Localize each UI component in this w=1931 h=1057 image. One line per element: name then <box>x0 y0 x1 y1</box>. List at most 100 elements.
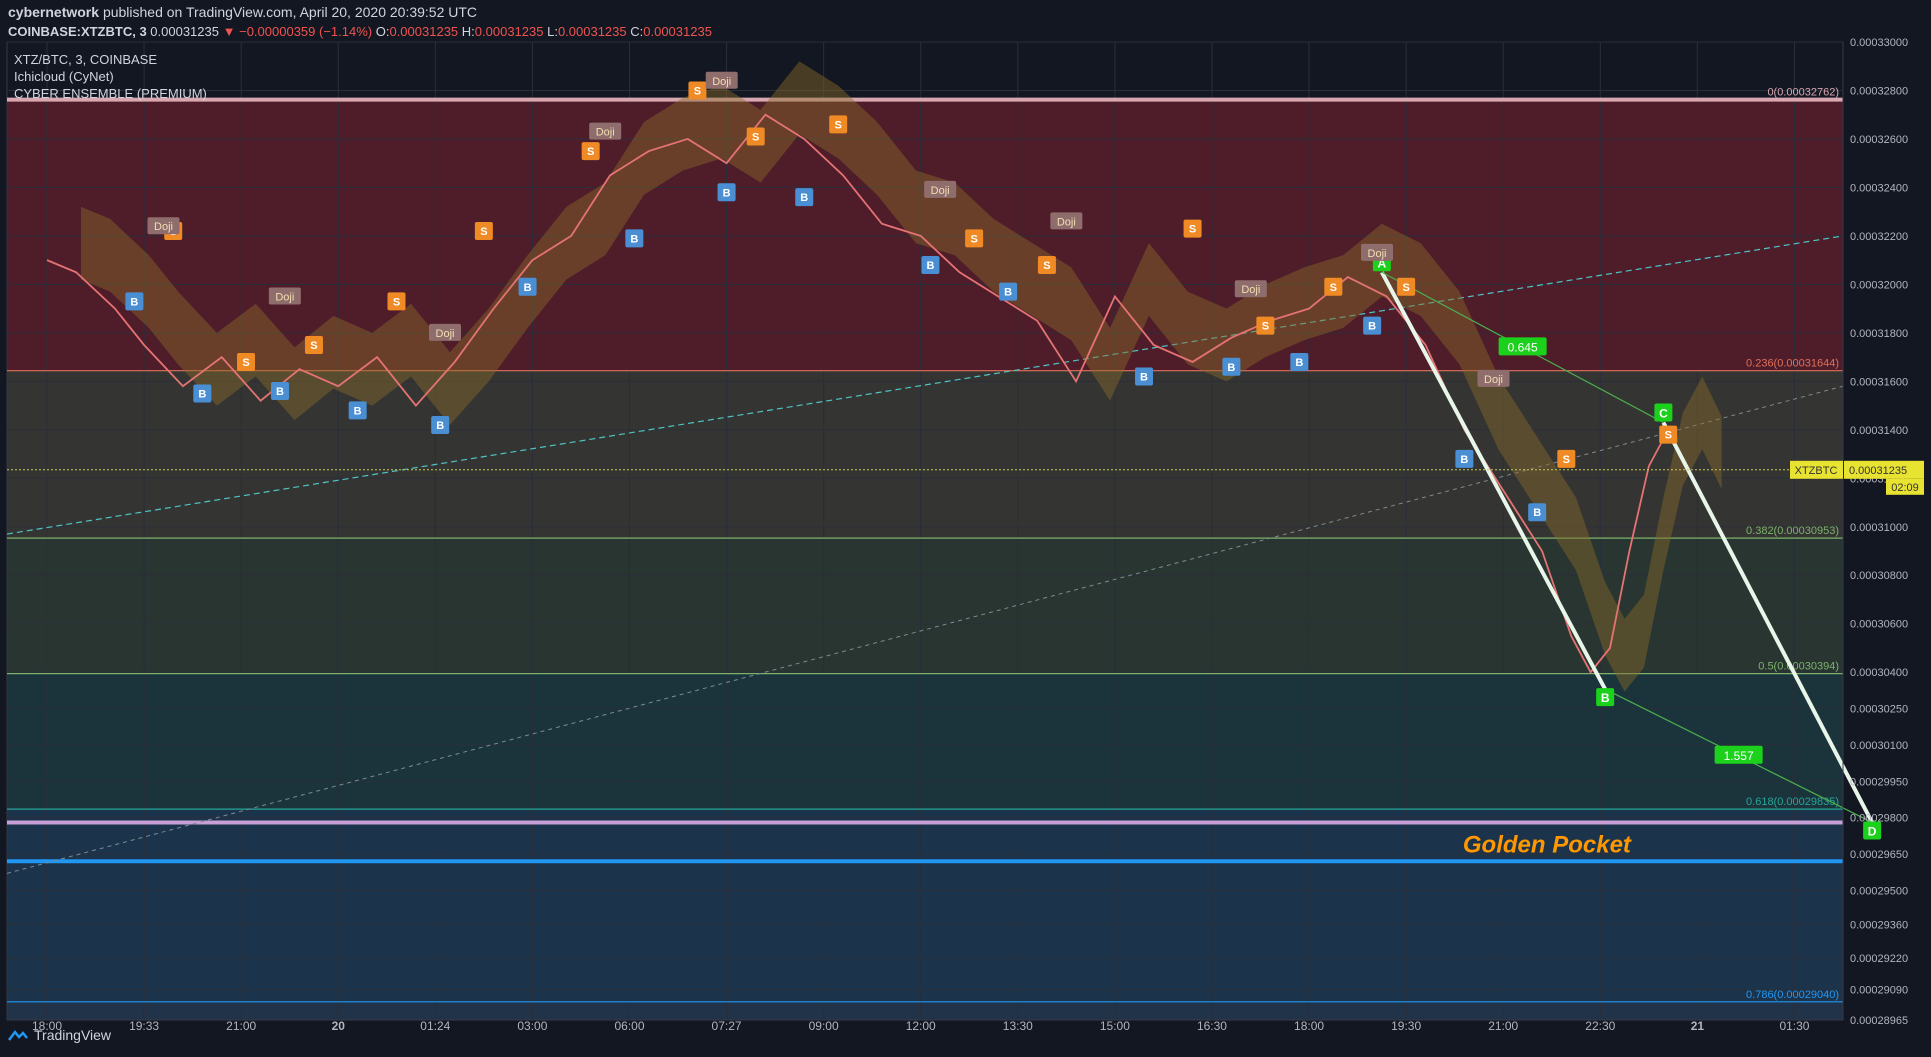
signal-label: B <box>198 388 206 400</box>
buy-signal-marker[interactable]: B <box>921 255 940 274</box>
sell-signal-marker[interactable]: S <box>829 115 848 134</box>
y-tick-label: 0.00031400 <box>1850 425 1908 437</box>
x-tick-label: 22:30 <box>1585 1019 1615 1033</box>
doji-label: Doji <box>147 217 180 235</box>
sell-signal-marker[interactable]: S <box>965 229 984 248</box>
signal-label: S <box>1189 224 1196 236</box>
pattern-point-b[interactable]: B <box>1596 688 1615 707</box>
fib-label-0.618: 0.618(0.00029835) <box>1746 796 1839 808</box>
signal-label: B <box>276 386 284 398</box>
pattern-point-d[interactable]: D <box>1863 821 1882 840</box>
x-tick-label: 15:00 <box>1100 1019 1130 1033</box>
signal-label: B <box>1533 507 1541 519</box>
buy-signal-marker[interactable]: B <box>1363 316 1382 335</box>
pattern-point-label: D <box>1868 824 1877 838</box>
indicator-ichicloud[interactable]: Ichicloud (CyNet) <box>14 69 114 84</box>
doji-text: Doji <box>1057 216 1076 228</box>
sell-signal-marker[interactable]: S <box>581 142 600 161</box>
pattern-leg-cd[interactable] <box>1661 421 1874 824</box>
price-series-line[interactable] <box>46 113 1689 674</box>
sell-signal-marker[interactable]: S <box>237 352 256 371</box>
sell-signal-marker[interactable]: S <box>387 292 406 311</box>
y-tick-label: 0.00029220 <box>1850 953 1908 965</box>
sell-signal-marker[interactable]: S <box>1037 255 1056 274</box>
y-tick-label: 0.00028965 <box>1850 1015 1908 1027</box>
high-value: 0.00031235 <box>474 24 544 39</box>
buy-signal-marker[interactable]: B <box>1455 449 1474 468</box>
sell-signal-marker[interactable]: S <box>688 81 707 100</box>
pattern-point-c[interactable]: C <box>1654 403 1673 422</box>
fib-label-0.236: 0.236(0.00031644) <box>1746 358 1839 370</box>
fib-label-0: 0(0.00032762) <box>1767 87 1839 99</box>
pattern-point-label: C <box>1659 407 1668 421</box>
signal-label: B <box>1140 371 1148 383</box>
last-price: 0.00031235 <box>150 24 219 39</box>
signal-label: B <box>723 187 731 199</box>
sell-signal-marker[interactable]: S <box>746 127 765 146</box>
symbol-label: COINBASE:XTZBTC, 3 <box>8 24 147 39</box>
price-tag[interactable]: XTZBTC 0.00031235 02:09 <box>1790 460 1924 495</box>
buy-signal-marker[interactable]: B <box>1290 352 1309 371</box>
sell-signal-marker[interactable]: S <box>1324 277 1343 296</box>
sell-signal-marker[interactable]: S <box>1659 425 1678 444</box>
buy-signal-marker[interactable]: B <box>348 401 367 420</box>
x-tick-label: 18:00 <box>32 1019 62 1033</box>
signal-label: S <box>393 296 400 308</box>
x-tick-label: 16:30 <box>1197 1019 1227 1033</box>
doji-label: Doji <box>1477 369 1510 387</box>
buy-signal-marker[interactable]: B <box>1528 503 1547 522</box>
buy-signal-marker[interactable]: B <box>431 415 450 434</box>
indicator-cyber-ensemble[interactable]: CYBER ENSEMBLE (PREMIUM) <box>14 86 207 101</box>
fib-zone <box>7 673 1843 810</box>
sell-signal-marker[interactable]: S <box>1183 219 1202 238</box>
doji-text: Doji <box>596 127 615 139</box>
buy-signal-marker[interactable]: B <box>717 183 736 202</box>
doji-label: Doji <box>429 323 462 341</box>
pattern-leg-ab[interactable] <box>1380 271 1607 691</box>
signal-label: S <box>587 146 594 158</box>
publisher-name[interactable]: cybernetwork <box>8 4 100 20</box>
sell-signal-marker[interactable]: S <box>1256 316 1275 335</box>
buy-signal-marker[interactable]: B <box>1222 357 1241 376</box>
sell-signal-marker[interactable]: S <box>1557 449 1576 468</box>
y-tick-label: 0.00029090 <box>1850 985 1908 997</box>
y-tick-label: 0.00032200 <box>1850 231 1908 243</box>
buy-signal-marker[interactable]: B <box>270 382 289 401</box>
x-tick-label: 01:30 <box>1779 1019 1809 1033</box>
low-value: 0.00031235 <box>557 24 627 39</box>
buy-signal-marker[interactable]: B <box>193 384 212 403</box>
x-tick-label: 09:00 <box>809 1019 839 1033</box>
doji-text: Doji <box>1368 248 1387 260</box>
x-tick-label: 03:00 <box>517 1019 547 1033</box>
buy-signal-marker[interactable]: B <box>625 229 644 248</box>
buy-signal-marker[interactable]: B <box>999 282 1018 301</box>
signal-label: S <box>970 233 977 245</box>
x-tick-label: 07:27 <box>712 1019 742 1033</box>
pattern-point-label: A <box>1378 256 1387 270</box>
fib-zone <box>7 809 1843 1002</box>
grid-lines <box>7 41 1843 1021</box>
sell-signal-marker[interactable]: S <box>474 222 493 241</box>
buy-signal-marker[interactable]: B <box>125 292 144 311</box>
signal-label: S <box>752 132 759 144</box>
open-label: O: <box>375 24 390 39</box>
chart-title[interactable]: XTZ/BTC, 3, COINBASE <box>14 52 158 67</box>
buy-signal-marker[interactable]: B <box>1135 367 1154 386</box>
buy-signal-marker[interactable]: B <box>518 277 537 296</box>
x-tick-label: 13:30 <box>1003 1019 1033 1033</box>
y-tick-label: 0.00032400 <box>1850 182 1908 194</box>
y-tick-label: 0.00032600 <box>1850 134 1908 146</box>
footer: TradingView <box>8 1027 111 1043</box>
buy-signal-marker[interactable]: B <box>795 188 814 207</box>
fib-label-0.786: 0.786(0.00029040) <box>1746 989 1839 1001</box>
sell-signal-marker[interactable]: S <box>1397 277 1416 296</box>
y-tick-label: 0.00032800 <box>1850 85 1908 97</box>
x-tick-label: 06:00 <box>614 1019 644 1033</box>
signal-label: S <box>1402 282 1409 294</box>
signal-label: B <box>436 420 444 432</box>
y-tick-label: 0.00031800 <box>1850 328 1908 340</box>
doji-text: Doji <box>1241 284 1260 296</box>
price-tag-symbol: XTZBTC <box>1795 465 1838 477</box>
sell-signal-marker[interactable]: S <box>304 335 323 354</box>
